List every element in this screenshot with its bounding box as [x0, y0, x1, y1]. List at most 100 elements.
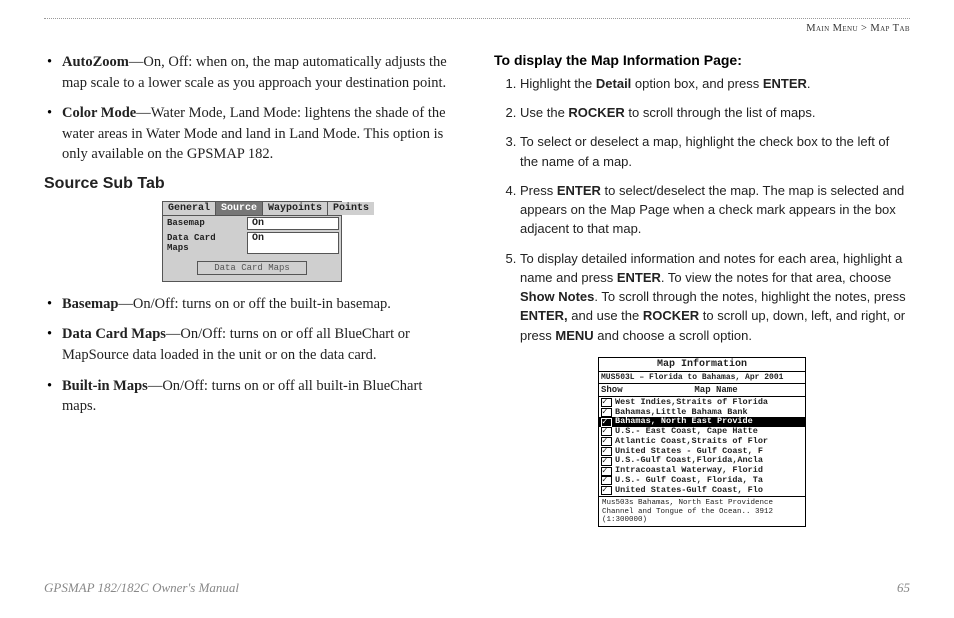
tab-general: General: [163, 202, 216, 215]
footer-page-number: 65: [897, 580, 910, 596]
step5-e: . To scroll through the notes, highlight…: [594, 289, 905, 304]
step5-d: Show Notes: [520, 289, 594, 304]
label-datacard: Data Card Maps: [163, 231, 245, 255]
map-row: Bahamas,Little Bahama Bank: [599, 408, 805, 418]
step-1: Highlight the Detail option box, and pre…: [520, 74, 910, 93]
feature-list-2: Basemap—On/Off: turns on or off the buil…: [44, 294, 460, 417]
tabstrip: General Source Waypoints Points: [163, 202, 341, 216]
source-body: Basemap On Data Card Maps On Data Card M…: [163, 216, 341, 281]
row-basemap: Basemap On: [163, 216, 341, 231]
check-icon: [601, 427, 612, 436]
step2-b: ROCKER: [568, 105, 624, 120]
term-basemap: Basemap: [62, 296, 118, 312]
map-row-selected: Bahamas, North East Provide: [599, 417, 805, 427]
mapinfo-footer: Mus503s Bahamas, North East Providence C…: [599, 497, 805, 526]
tab-points: Points: [328, 202, 374, 215]
term-builtin: Built-in Maps: [62, 378, 148, 394]
map-name: United States - Gulf Coast, F: [615, 447, 803, 457]
breadcrumb-b: Map Tab: [870, 23, 910, 34]
check-icon: [601, 408, 612, 417]
step5-h: ROCKER: [643, 308, 699, 323]
value-datacard: On: [247, 232, 339, 254]
map-row: U.S.- Gulf Coast, Florida, Ta: [599, 476, 805, 486]
right-column: To display the Map Information Page: Hig…: [494, 52, 910, 527]
map-name: U.S.- East Coast, Cape Hatte: [615, 427, 803, 437]
term-colormode: Color Mode: [62, 105, 136, 121]
map-name: Bahamas,Little Bahama Bank: [615, 408, 803, 418]
map-name: United States-Gulf Coast, Flo: [615, 486, 803, 496]
map-row: U.S.- East Coast, Cape Hatte: [599, 427, 805, 437]
step5-b: ENTER: [617, 270, 661, 285]
source-sub-tab-heading: Source Sub Tab: [44, 175, 460, 193]
columns: AutoZoom—On, Off: when on, the map autom…: [44, 52, 910, 527]
mapinfo-list: West Indies,Straits of Florida Bahamas,L…: [599, 397, 805, 498]
map-name: Atlantic Coast,Straits of Flor: [615, 437, 803, 447]
footer-left: GPSMAP 182/182C Owner's Manual: [44, 580, 239, 596]
step1-c: option box, and press: [631, 76, 763, 91]
term-datacard: Data Card Maps: [62, 326, 166, 342]
map-name: Intracoastal Waterway, Florid: [615, 466, 803, 476]
step4-a: Press: [520, 183, 557, 198]
top-rule: Main Menu > Map Tab: [44, 18, 910, 38]
step-2: Use the ROCKER to scroll through the lis…: [520, 103, 910, 122]
item-basemap: Basemap—On/Off: turns on or off the buil…: [62, 294, 460, 315]
left-column: AutoZoom—On, Off: when on, the map autom…: [44, 52, 460, 527]
map-row: Intracoastal Waterway, Florid: [599, 466, 805, 476]
procedure-steps: Highlight the Detail option box, and pre…: [494, 74, 910, 345]
step1-b: Detail: [596, 76, 631, 91]
tab-source: Source: [216, 202, 263, 215]
page-footer: GPSMAP 182/182C Owner's Manual 65: [44, 580, 910, 596]
step4-b: ENTER: [557, 183, 601, 198]
term-autozoom: AutoZoom: [62, 54, 129, 70]
procedure-title: To display the Map Information Page:: [494, 52, 910, 68]
map-row: Atlantic Coast,Straits of Flor: [599, 437, 805, 447]
step5-f: ENTER,: [520, 308, 568, 323]
step5-j: MENU: [555, 328, 593, 343]
map-row: United States-Gulf Coast, Flo: [599, 486, 805, 496]
step-5: To display detailed information and note…: [520, 249, 910, 345]
map-row: United States - Gulf Coast, F: [599, 447, 805, 457]
hdr-show: Show: [599, 384, 627, 396]
check-icon: [601, 398, 612, 407]
map-name: U.S.-Gulf Coast,Florida,Ancla: [615, 456, 803, 466]
tab-waypoints: Waypoints: [263, 202, 328, 215]
label-basemap: Basemap: [163, 216, 245, 231]
step-4: Press ENTER to select/deselect the map. …: [520, 181, 910, 239]
mapinfo-subtitle: MUS503L – Florida to Bahamas, Apr 2001: [599, 372, 805, 384]
check-icon: [601, 437, 612, 446]
step2-c: to scroll through the list of maps.: [625, 105, 816, 120]
step2-a: Use the: [520, 105, 568, 120]
map-name: Bahamas, North East Provide: [615, 417, 803, 427]
text-basemap: —On/Off: turns on or off the built-in ba…: [118, 296, 391, 312]
breadcrumb-a: Main Menu: [806, 23, 858, 34]
data-card-maps-button: Data Card Maps: [197, 261, 307, 275]
item-autozoom: AutoZoom—On, Off: when on, the map autom…: [62, 52, 460, 93]
item-colormode: Color Mode—Water Mode, Land Mode: lighte…: [62, 103, 460, 165]
value-basemap: On: [247, 217, 339, 230]
step1-d: ENTER: [763, 76, 807, 91]
map-row: West Indies,Straits of Florida: [599, 398, 805, 408]
manual-page: Main Menu > Map Tab AutoZoom—On, Off: wh…: [0, 0, 954, 618]
source-subtab-screenshot: General Source Waypoints Points Basemap …: [162, 201, 342, 282]
step5-g: and use the: [568, 308, 643, 323]
step1-e: .: [807, 76, 811, 91]
item-builtinmaps: Built-in Maps—On/Off: turns on or off al…: [62, 376, 460, 417]
item-datacardmaps: Data Card Maps—On/Off: turns on or off a…: [62, 324, 460, 365]
check-icon: [601, 486, 612, 495]
step5-k: and choose a scroll option.: [594, 328, 752, 343]
step1-a: Highlight the: [520, 76, 596, 91]
check-icon: [601, 447, 612, 456]
map-information-screenshot: Map Information MUS503L – Florida to Bah…: [598, 357, 806, 527]
check-icon: [601, 476, 612, 485]
step5-c: . To view the notes for that area, choos…: [661, 270, 891, 285]
check-icon: [601, 467, 612, 476]
breadcrumb: Main Menu > Map Tab: [806, 23, 910, 34]
check-icon: [601, 418, 612, 427]
map-name: West Indies,Straits of Florida: [615, 398, 803, 408]
map-row: U.S.-Gulf Coast,Florida,Ancla: [599, 456, 805, 466]
mapinfo-title: Map Information: [599, 358, 805, 372]
row-datacard: Data Card Maps On: [163, 231, 341, 255]
breadcrumb-sep: >: [858, 23, 870, 34]
check-icon: [601, 457, 612, 466]
feature-list-1: AutoZoom—On, Off: when on, the map autom…: [44, 52, 460, 165]
